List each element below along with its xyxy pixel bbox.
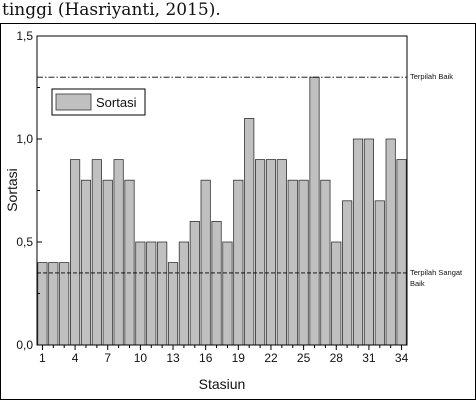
x-axis-label: Stasiun (199, 376, 246, 392)
bar-stasiun-13 (167, 262, 179, 346)
bar-stasiun-8 (113, 159, 124, 346)
y-tick-label: 0,5 (16, 235, 33, 249)
bar-stasiun-1 (37, 262, 48, 346)
caption-text: tinggi (Hasriyanti, 2015). (2, 0, 221, 20)
x-tick-label: 31 (362, 351, 376, 365)
bar-stasiun-22 (265, 159, 277, 346)
y-tick-label: 1,0 (16, 132, 33, 146)
y-tick-label: 0,0 (16, 338, 33, 352)
bar-stasiun-34 (396, 159, 407, 346)
bar-stasiun-14 (178, 241, 189, 346)
bar-stasiun-33 (385, 138, 396, 346)
x-tick-label: 1 (39, 351, 46, 365)
bar-stasiun-28 (331, 241, 342, 346)
bar-stasiun-10 (135, 241, 146, 346)
x-tick-label: 25 (297, 351, 311, 365)
bar-stasiun-30 (352, 138, 364, 346)
bar-stasiun-31 (363, 138, 374, 346)
bar-stasiun-2 (48, 262, 59, 346)
reference-label-2-line2: Baik (410, 279, 425, 288)
bar-stasiun-21 (255, 159, 266, 346)
x-tick-label: 4 (72, 351, 79, 365)
bar-stasiun-12 (157, 241, 168, 346)
x-tick-label: 28 (330, 351, 344, 365)
bar-stasiun-25 (298, 179, 309, 346)
reference-label-1: Terpilah Baik (410, 72, 453, 81)
x-tick-label: 19 (232, 351, 246, 365)
bar-stasiun-11 (146, 241, 157, 346)
legend-swatch (55, 93, 92, 111)
bar-stasiun-17 (211, 220, 222, 346)
bar-stasiun-27 (320, 179, 331, 346)
x-tick-label: 13 (166, 351, 180, 365)
bar-stasiun-6 (91, 159, 102, 346)
y-axis-label: Sortasi (4, 168, 20, 212)
bar-stasiun-19 (233, 179, 244, 346)
bar-stasiun-3 (59, 262, 70, 346)
reference-label-2: Terpilah Sangat (410, 268, 463, 277)
bar-stasiun-15 (189, 220, 200, 346)
bar-stasiun-7 (102, 179, 113, 346)
x-tick-label: 7 (104, 351, 111, 365)
bar-stasiun-18 (222, 241, 233, 346)
x-tick-label: 16 (199, 351, 213, 365)
bar-stasiun-16 (200, 179, 211, 346)
x-tick-label: 34 (395, 351, 409, 365)
y-tick-label: 1,5 (16, 29, 33, 43)
bar-stasiun-5 (80, 179, 92, 346)
legend-label: Sortasi (96, 95, 137, 110)
x-tick-label: 22 (264, 351, 278, 365)
bar-stasiun-24 (287, 179, 298, 346)
bar-stasiun-4 (70, 159, 81, 346)
x-tick-label: 10 (134, 351, 148, 365)
bar-stasiun-26 (309, 76, 320, 346)
legend: Sortasi (51, 88, 146, 116)
bar-stasiun-9 (124, 179, 135, 346)
bar-stasiun-23 (276, 159, 287, 346)
bar-stasiun-20 (244, 118, 255, 346)
